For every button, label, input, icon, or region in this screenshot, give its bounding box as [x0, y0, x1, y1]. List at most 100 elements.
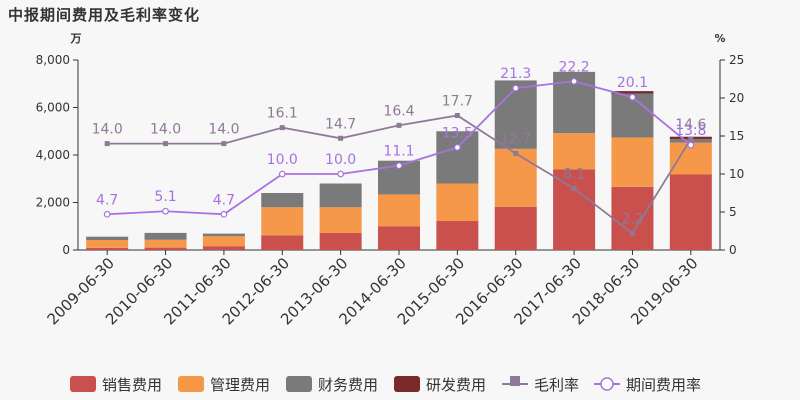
legend-label: 管理费用	[210, 376, 270, 394]
expense-ratio-marker	[337, 170, 345, 178]
expense-ratio-data-label: 4.7	[213, 192, 235, 208]
bar-segment-2	[86, 240, 129, 248]
gross-margin-data-label: 14.7	[325, 116, 356, 132]
chart-title: 中报期间费用及毛利率变化	[8, 6, 201, 24]
y-right-tick-label: 0	[729, 243, 737, 257]
bar-segment-2	[553, 133, 596, 170]
expense-ratio-data-label: 10.0	[325, 152, 356, 168]
legend-marker	[510, 376, 520, 386]
gross-margin-data-label: 8.1	[563, 166, 585, 182]
bar-segment-3	[436, 131, 479, 184]
expense-ratio-data-label: 4.7	[96, 192, 118, 208]
bar-segment-3	[202, 233, 245, 237]
bar-segment-3	[86, 236, 129, 241]
gross-margin-data-label: 16.4	[383, 103, 414, 119]
y-right-tick-label: 20	[729, 91, 744, 105]
bar-segment-3	[494, 80, 537, 149]
expense-ratio-marker	[162, 207, 169, 215]
y-right-tick-label: 25	[729, 53, 744, 67]
gross-margin-marker	[688, 136, 694, 142]
legend-swatch	[286, 376, 312, 392]
bar-segment-3	[261, 193, 304, 208]
expense-ratio-marker	[512, 84, 520, 92]
bar-segment-3	[611, 93, 654, 138]
bar-segment-2	[611, 137, 654, 187]
gross-margin-data-label: 2.2	[621, 211, 643, 227]
gross-margin-marker	[338, 135, 344, 141]
legend-marker	[600, 377, 614, 391]
bar-segment-2	[261, 207, 304, 236]
expense-ratio-data-label: 20.1	[617, 75, 648, 91]
bar-segment-1	[378, 226, 420, 250]
gross-margin-data-label: 14.0	[92, 122, 123, 138]
y-left-tick-label: 4,000	[36, 148, 70, 162]
gross-margin-marker	[104, 141, 110, 147]
y-right-tick-label: 10	[729, 167, 744, 181]
y-left-tick-label: 8,000	[36, 53, 70, 67]
expense-ratio-data-label: 10.0	[267, 152, 298, 168]
expense-ratio-data-label: 21.3	[500, 66, 531, 82]
expense-ratio-marker	[687, 141, 695, 149]
bar-segment-3	[144, 232, 187, 240]
gross-margin-data-label: 12.7	[500, 131, 531, 147]
bar-segment-1	[319, 232, 362, 250]
expense-ratio-marker	[103, 210, 111, 218]
legend-label: 研发费用	[426, 376, 486, 394]
gross-margin-data-label: 14.0	[150, 122, 181, 138]
gross-margin-marker	[279, 125, 285, 131]
gross-margin-marker	[163, 141, 169, 147]
legend-swatch	[394, 376, 420, 392]
expense-ratio-marker	[629, 93, 636, 101]
legend-label: 毛利率	[534, 376, 579, 394]
y-right-tick-label: 5	[729, 205, 737, 219]
bar-segment-1	[144, 247, 187, 250]
bar-segment-2	[378, 194, 420, 227]
expense-ratio-data-label: 11.1	[383, 144, 414, 160]
bar-segment-1	[611, 186, 654, 250]
gross-margin-marker	[513, 150, 519, 156]
bar-segment-1	[261, 235, 304, 250]
y-left-tick-label: 6,000	[36, 101, 70, 115]
bar-segment-1	[86, 247, 129, 250]
expense-ratio-data-label: 13.8	[675, 123, 706, 139]
gross-margin-data-label: 14.0	[208, 122, 239, 138]
bar-segment-2	[494, 148, 537, 207]
legend-label: 期间费用率	[626, 376, 701, 394]
bar-segment-1	[436, 221, 479, 250]
gross-margin-marker	[629, 230, 635, 236]
expense-ratio-marker	[570, 77, 578, 85]
expense-ratio-marker	[395, 162, 403, 170]
y-left-tick-label: 2,000	[36, 196, 70, 210]
bar-segment-1	[202, 246, 245, 250]
legend-swatch	[178, 376, 204, 392]
legend-swatch	[70, 376, 96, 392]
bar-segment-1	[494, 206, 537, 250]
bar-segment-3	[319, 183, 362, 208]
legend-label: 财务费用	[318, 376, 378, 394]
gross-margin-data-label: 16.1	[267, 106, 298, 122]
y-right-unit: %	[714, 32, 725, 45]
expense-ratio-data-label: 5.1	[154, 189, 176, 205]
bar-segment-4	[611, 91, 654, 94]
expense-ratio-marker	[220, 210, 228, 218]
gross-margin-data-label: 14.6	[675, 117, 706, 133]
gross-margin-marker	[454, 112, 460, 118]
legend-label: 销售费用	[102, 376, 162, 394]
expense-ratio-marker	[453, 143, 461, 151]
gross-margin-marker	[396, 122, 402, 128]
bar-segment-1	[669, 174, 712, 250]
expense-ratio-marker	[278, 170, 286, 178]
expense-ratio-data-label: 22.2	[559, 59, 590, 75]
y-right-tick-label: 15	[729, 129, 744, 143]
gross-margin-marker	[221, 141, 227, 147]
y-left-tick-label: 0	[62, 243, 70, 257]
gross-margin-marker	[571, 185, 577, 191]
expense-ratio-data-label: 13.5	[442, 125, 473, 141]
y-left-unit: 万	[70, 32, 82, 45]
bar-segment-2	[202, 236, 245, 247]
bar-segment-1	[553, 169, 596, 250]
bar-segment-2	[436, 183, 479, 222]
gross-margin-data-label: 17.7	[442, 93, 473, 109]
